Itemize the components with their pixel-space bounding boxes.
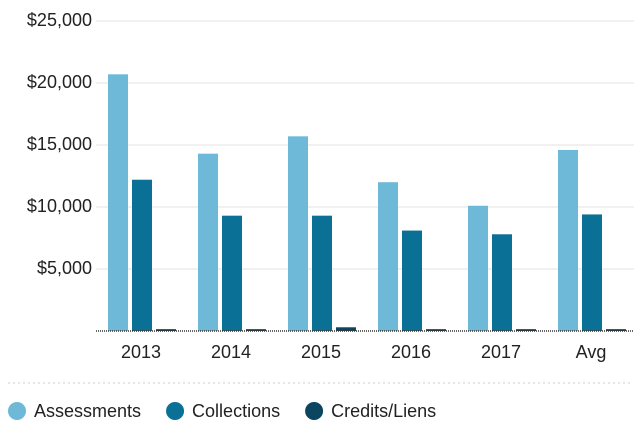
bar <box>558 149 578 331</box>
legend-label: Credits/Liens <box>331 401 436 421</box>
legend-label: Collections <box>192 401 280 421</box>
x-tick-label: Avg <box>576 342 607 362</box>
bar <box>468 205 488 331</box>
y-tick-label: $20,000 <box>27 72 92 92</box>
bar <box>402 230 422 331</box>
x-tick-label: 2013 <box>121 342 161 362</box>
bar <box>288 136 308 331</box>
bar <box>108 74 128 331</box>
bar <box>516 329 536 331</box>
legend-swatch <box>166 402 185 420</box>
bar <box>378 182 398 331</box>
legend-swatch <box>305 402 324 420</box>
bar <box>132 179 152 331</box>
bar <box>312 215 332 331</box>
bar <box>336 327 356 331</box>
bar <box>492 234 512 331</box>
x-tick-label: 2017 <box>481 342 521 362</box>
y-tick-label: $15,000 <box>27 134 92 154</box>
bar <box>156 329 176 331</box>
x-tick-label: 2014 <box>211 342 251 362</box>
bar <box>582 214 602 331</box>
legend-label: Assessments <box>34 401 141 421</box>
x-tick-label: 2016 <box>391 342 431 362</box>
y-tick-label: $25,000 <box>27 10 92 30</box>
bar <box>606 329 626 331</box>
y-tick-label: $10,000 <box>27 196 92 216</box>
x-tick-label: 2015 <box>301 342 341 362</box>
bar <box>426 329 446 331</box>
bar <box>198 153 218 331</box>
bar <box>246 329 266 331</box>
y-tick-label: $5,000 <box>37 258 92 278</box>
legend-swatch <box>8 402 26 420</box>
bar <box>222 215 242 331</box>
